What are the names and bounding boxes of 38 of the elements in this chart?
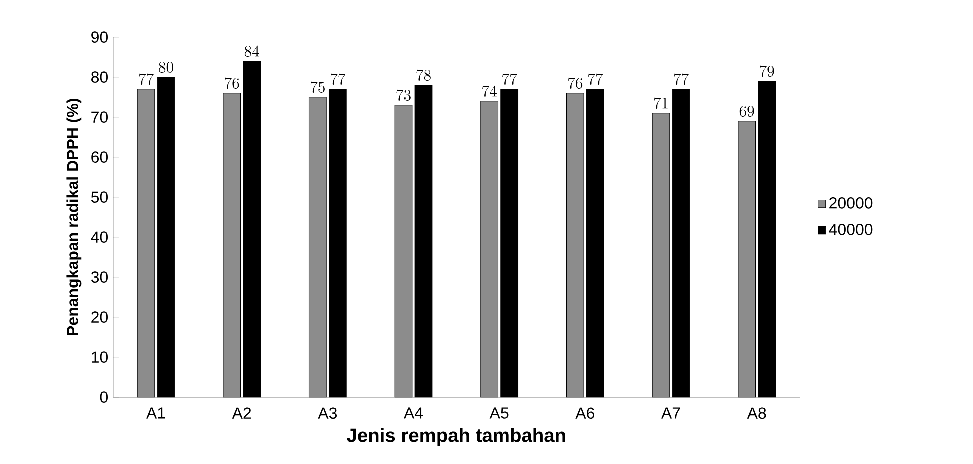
y-tick-label: 30 — [91, 272, 108, 283]
y-tick-label: 90 — [92, 32, 108, 43]
data-label: 77 — [502, 74, 518, 85]
data-label: 78 — [416, 70, 431, 81]
data-label: 77 — [674, 74, 689, 85]
y-tick-label: 40 — [91, 232, 108, 243]
y-tick-label: 80 — [92, 72, 108, 83]
data-label: 75 — [310, 82, 325, 93]
y-tick-label: 60 — [92, 152, 108, 163]
data-label: 76 — [568, 78, 583, 89]
data-label: 74 — [482, 86, 497, 97]
data-label: 69 — [740, 106, 754, 117]
legend-label: 20000 — [830, 198, 873, 209]
data-label: 77 — [139, 74, 154, 85]
data-label: 71 — [654, 98, 668, 109]
data-label: 76 — [225, 78, 240, 89]
x-tick-label: A1 — [146, 408, 166, 419]
x-tick-label: A5 — [490, 408, 509, 419]
y-tick-label: 50 — [91, 192, 108, 203]
y-axis-title: Penangkapan radikal DPPH (%) — [66, 99, 82, 336]
x-tick-label: A7 — [661, 408, 680, 419]
legend-label: 40000 — [829, 224, 873, 236]
data-label: 84 — [244, 46, 260, 57]
y-tick-label: 20 — [92, 312, 108, 323]
y-tick-label: 70 — [92, 112, 108, 123]
data-label: 80 — [159, 62, 174, 73]
x-axis-title: Jenis rempah tambahan — [347, 428, 566, 446]
data-label: 73 — [396, 90, 411, 101]
y-tick-label: 0 — [100, 392, 108, 403]
x-tick-label: A8 — [747, 408, 766, 420]
x-tick-label: A3 — [318, 408, 338, 420]
x-tick-label: A6 — [576, 408, 594, 420]
y-tick-label: 10 — [92, 352, 108, 363]
data-label: 79 — [760, 66, 774, 77]
x-tick-label: A2 — [232, 408, 252, 419]
x-tick-label: A4 — [404, 408, 424, 419]
data-label: 77 — [588, 74, 603, 85]
data-label: 77 — [330, 74, 346, 85]
